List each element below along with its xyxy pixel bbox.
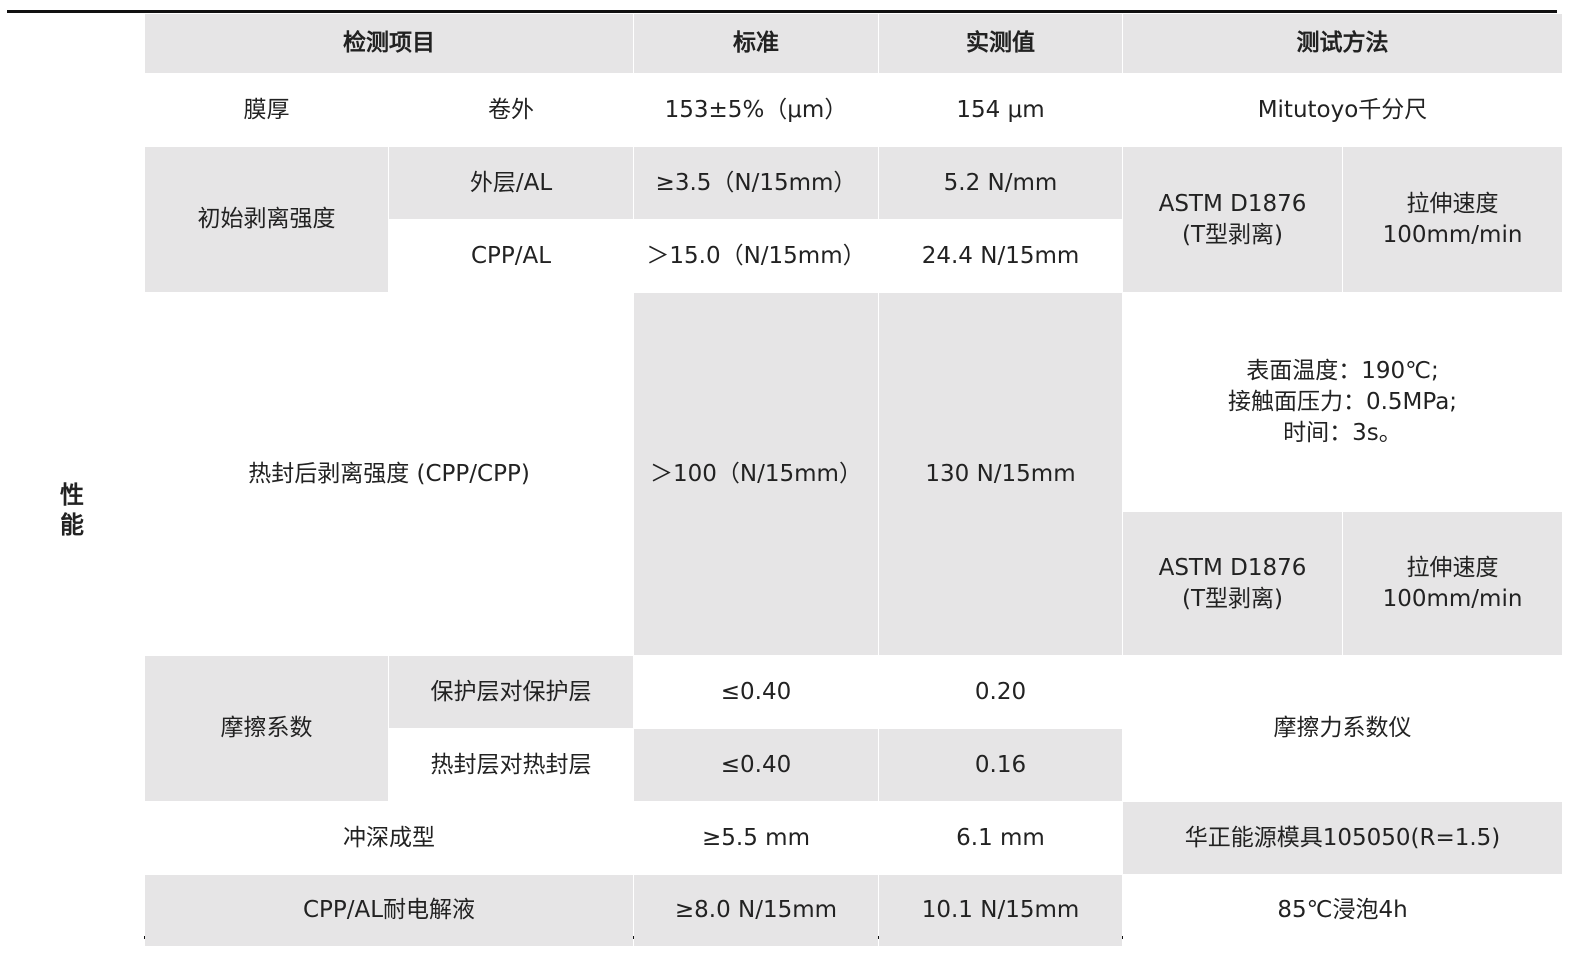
initial-peel-standard1: ≥3.5（N/15mm） (634, 147, 878, 219)
initial-peel-method-a: ASTM D1876 (T型剥离) (1123, 147, 1342, 292)
friction-sub1: 保护层对保护层 (389, 656, 633, 728)
initial-peel-standard2: ＞15.0（N/15mm） (634, 220, 878, 292)
thickness-measured: 154 μm (879, 74, 1122, 146)
friction-measured2: 0.16 (879, 729, 1122, 801)
top-rule (7, 10, 1557, 13)
performance-table: 性 能 检测项目 标准 实测值 测试方法 膜厚 卷外 153±5%（μm） 15… (0, 14, 1562, 946)
electrolyte-measured: 10.1 N/15mm (879, 875, 1122, 946)
deep-draw-measured: 6.1 mm (879, 802, 1122, 874)
friction-standard1: ≤0.40 (634, 656, 878, 728)
friction-sub2: 热封层对热封层 (389, 729, 633, 801)
initial-peel-method-b: 拉伸速度 100mm/min (1343, 147, 1562, 292)
electrolyte-standard: ≥8.0 N/15mm (634, 875, 878, 946)
thickness-sub: 卷外 (389, 74, 633, 146)
thickness-method: Mitutoyo千分尺 (1123, 74, 1562, 146)
friction-item: 摩擦系数 (145, 656, 388, 801)
deep-draw-standard: ≥5.5 mm (634, 802, 878, 874)
corner-cell (0, 14, 144, 73)
heat-seal-method-b: 拉伸速度 100mm/min (1343, 512, 1562, 655)
initial-peel-item: 初始剥离强度 (145, 147, 388, 292)
side-label-cell: 性 能 (0, 74, 144, 946)
header-standard: 标准 (634, 14, 878, 73)
header-measured: 实测值 (879, 14, 1122, 73)
electrolyte-method: 85℃浸泡4h (1123, 875, 1562, 946)
heat-seal-measured: 130 N/15mm (879, 293, 1122, 655)
initial-peel-measured1: 5.2 N/mm (879, 147, 1122, 219)
initial-peel-sub1: 外层/AL (389, 147, 633, 219)
heat-seal-method-a: ASTM D1876 (T型剥离) (1123, 512, 1342, 655)
electrolyte-item: CPP/AL耐电解液 (145, 875, 633, 946)
friction-standard2: ≤0.40 (634, 729, 878, 801)
heat-seal-standard: ＞100（N/15mm） (634, 293, 878, 655)
deep-draw-method: 华正能源模具105050(R=1.5) (1123, 802, 1562, 874)
deep-draw-item: 冲深成型 (145, 802, 633, 874)
initial-peel-sub2: CPP/AL (389, 220, 633, 292)
side-label: 性 能 (60, 481, 84, 539)
thickness-item: 膜厚 (145, 74, 388, 146)
heat-seal-conditions: 表面温度：190℃; 接触面压力：0.5MPa; 时间：3s。 (1123, 293, 1562, 511)
friction-measured1: 0.20 (879, 656, 1122, 728)
heat-seal-item: 热封后剥离强度 (CPP/CPP) (145, 293, 633, 655)
initial-peel-measured2: 24.4 N/15mm (879, 220, 1122, 292)
header-item: 检测项目 (145, 14, 633, 73)
friction-method: 摩擦力系数仪 (1123, 656, 1562, 801)
thickness-standard: 153±5%（μm） (634, 74, 878, 146)
header-method: 测试方法 (1123, 14, 1562, 73)
